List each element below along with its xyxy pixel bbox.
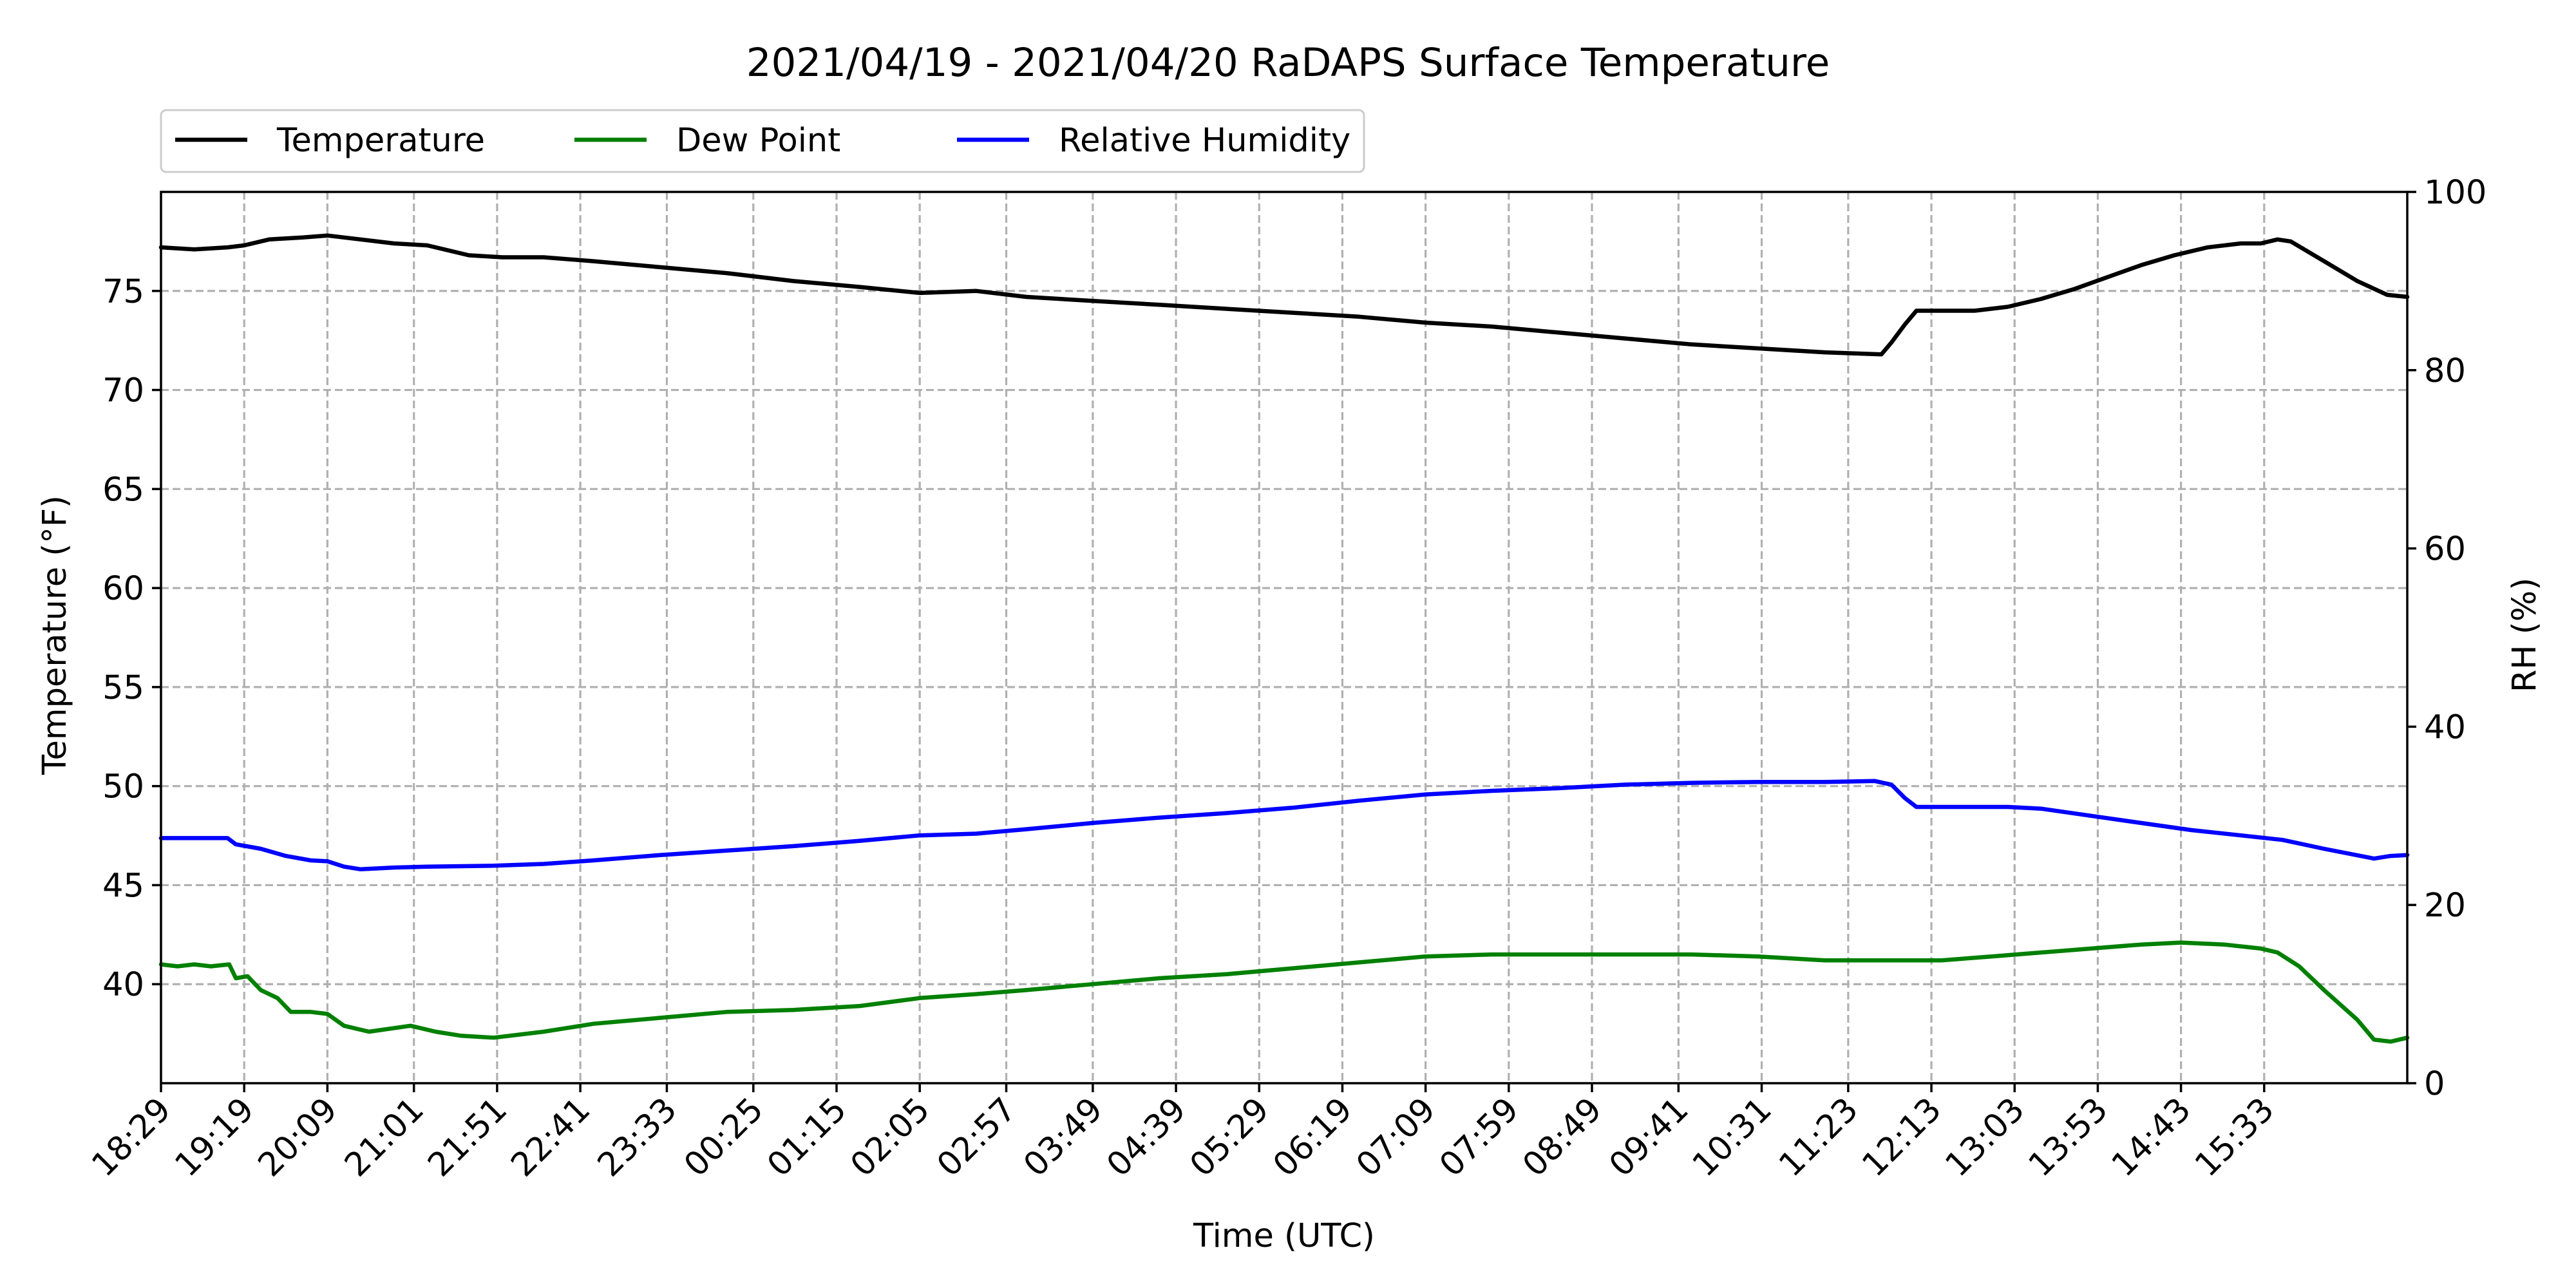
y-tick-label: 60 bbox=[102, 570, 144, 608]
x-tick-label: 13:53 bbox=[2022, 1090, 2116, 1184]
x-tick-label: 02:05 bbox=[844, 1090, 938, 1184]
y2-tick-label: 80 bbox=[2424, 352, 2466, 390]
legend: Temperature Dew Point Relative Humidity bbox=[160, 109, 1365, 173]
x-tick-label: 15:33 bbox=[2188, 1090, 2282, 1184]
x-tick-label: 13:03 bbox=[1938, 1090, 2032, 1184]
series-lines bbox=[158, 233, 2410, 1044]
x-tick-label: 02:57 bbox=[930, 1090, 1024, 1184]
legend-frame bbox=[160, 109, 1365, 173]
y-tick-label: 55 bbox=[102, 669, 144, 707]
x-tick-label: 10:31 bbox=[1685, 1090, 1779, 1184]
y-tick-label: 65 bbox=[102, 471, 144, 509]
x-tick-label: 18:29 bbox=[85, 1090, 179, 1184]
legend-label-relative-humidity: Relative Humidity bbox=[1059, 122, 1350, 160]
y-tick-label: 45 bbox=[102, 867, 144, 905]
y2-tick-label: 60 bbox=[2424, 531, 2466, 569]
x-tick-label: 12:13 bbox=[1855, 1090, 1949, 1184]
y2-tick-label: 100 bbox=[2424, 174, 2486, 212]
y2-axis-label: RH (%) bbox=[2506, 578, 2544, 692]
series-line-temperature bbox=[158, 233, 2410, 357]
x-tick-label: 21:51 bbox=[421, 1090, 515, 1184]
gridlines bbox=[160, 192, 2407, 1083]
x-tick-label: 19:19 bbox=[168, 1090, 262, 1184]
x-tick-label: 21:01 bbox=[337, 1090, 431, 1184]
y2-tick-label: 40 bbox=[2424, 708, 2466, 746]
x-tick-label: 07:59 bbox=[1432, 1090, 1526, 1184]
x-tick-label: 04:39 bbox=[1100, 1090, 1194, 1184]
x-tick-label: 22:41 bbox=[504, 1090, 598, 1184]
x-tick-label: 05:29 bbox=[1183, 1090, 1277, 1184]
y-tick-label: 70 bbox=[102, 372, 144, 410]
x-tick-label: 01:15 bbox=[761, 1090, 855, 1184]
series-line-dew-point bbox=[158, 940, 2410, 1044]
x-tick-label: 06:19 bbox=[1266, 1090, 1360, 1184]
plot-frame bbox=[160, 191, 2409, 1084]
y2-tick-label: 0 bbox=[2424, 1065, 2445, 1103]
y-axis-label: Temperature (°F) bbox=[36, 495, 74, 775]
series-line-relative-humidity bbox=[158, 779, 2410, 872]
x-tick-label: 14:43 bbox=[2105, 1090, 2199, 1184]
y-tick-label: 40 bbox=[102, 966, 144, 1004]
x-tick-label: 07:09 bbox=[1349, 1090, 1443, 1184]
legend-label-dew-point: Dew Point bbox=[676, 122, 840, 160]
chart-title: 2021/04/19 - 2021/04/20 RaDAPS Surface T… bbox=[746, 40, 1830, 86]
x-tick-label: 23:33 bbox=[591, 1090, 685, 1184]
x-axis-label: Time (UTC) bbox=[1193, 1217, 1375, 1255]
y-tick-label: 75 bbox=[102, 273, 144, 311]
x-tick-label: 08:49 bbox=[1516, 1090, 1610, 1184]
y-tick-label: 50 bbox=[102, 768, 144, 806]
y2-tick-label: 20 bbox=[2424, 887, 2466, 925]
x-tick-label: 11:23 bbox=[1772, 1090, 1866, 1184]
legend-label-temperature: Temperature bbox=[276, 122, 485, 160]
x-tick-label: 03:49 bbox=[1016, 1090, 1110, 1184]
x-tick-label: 20:09 bbox=[251, 1090, 345, 1184]
x-tick-label: 09:41 bbox=[1602, 1090, 1696, 1184]
x-tick-label: 00:25 bbox=[677, 1090, 771, 1184]
